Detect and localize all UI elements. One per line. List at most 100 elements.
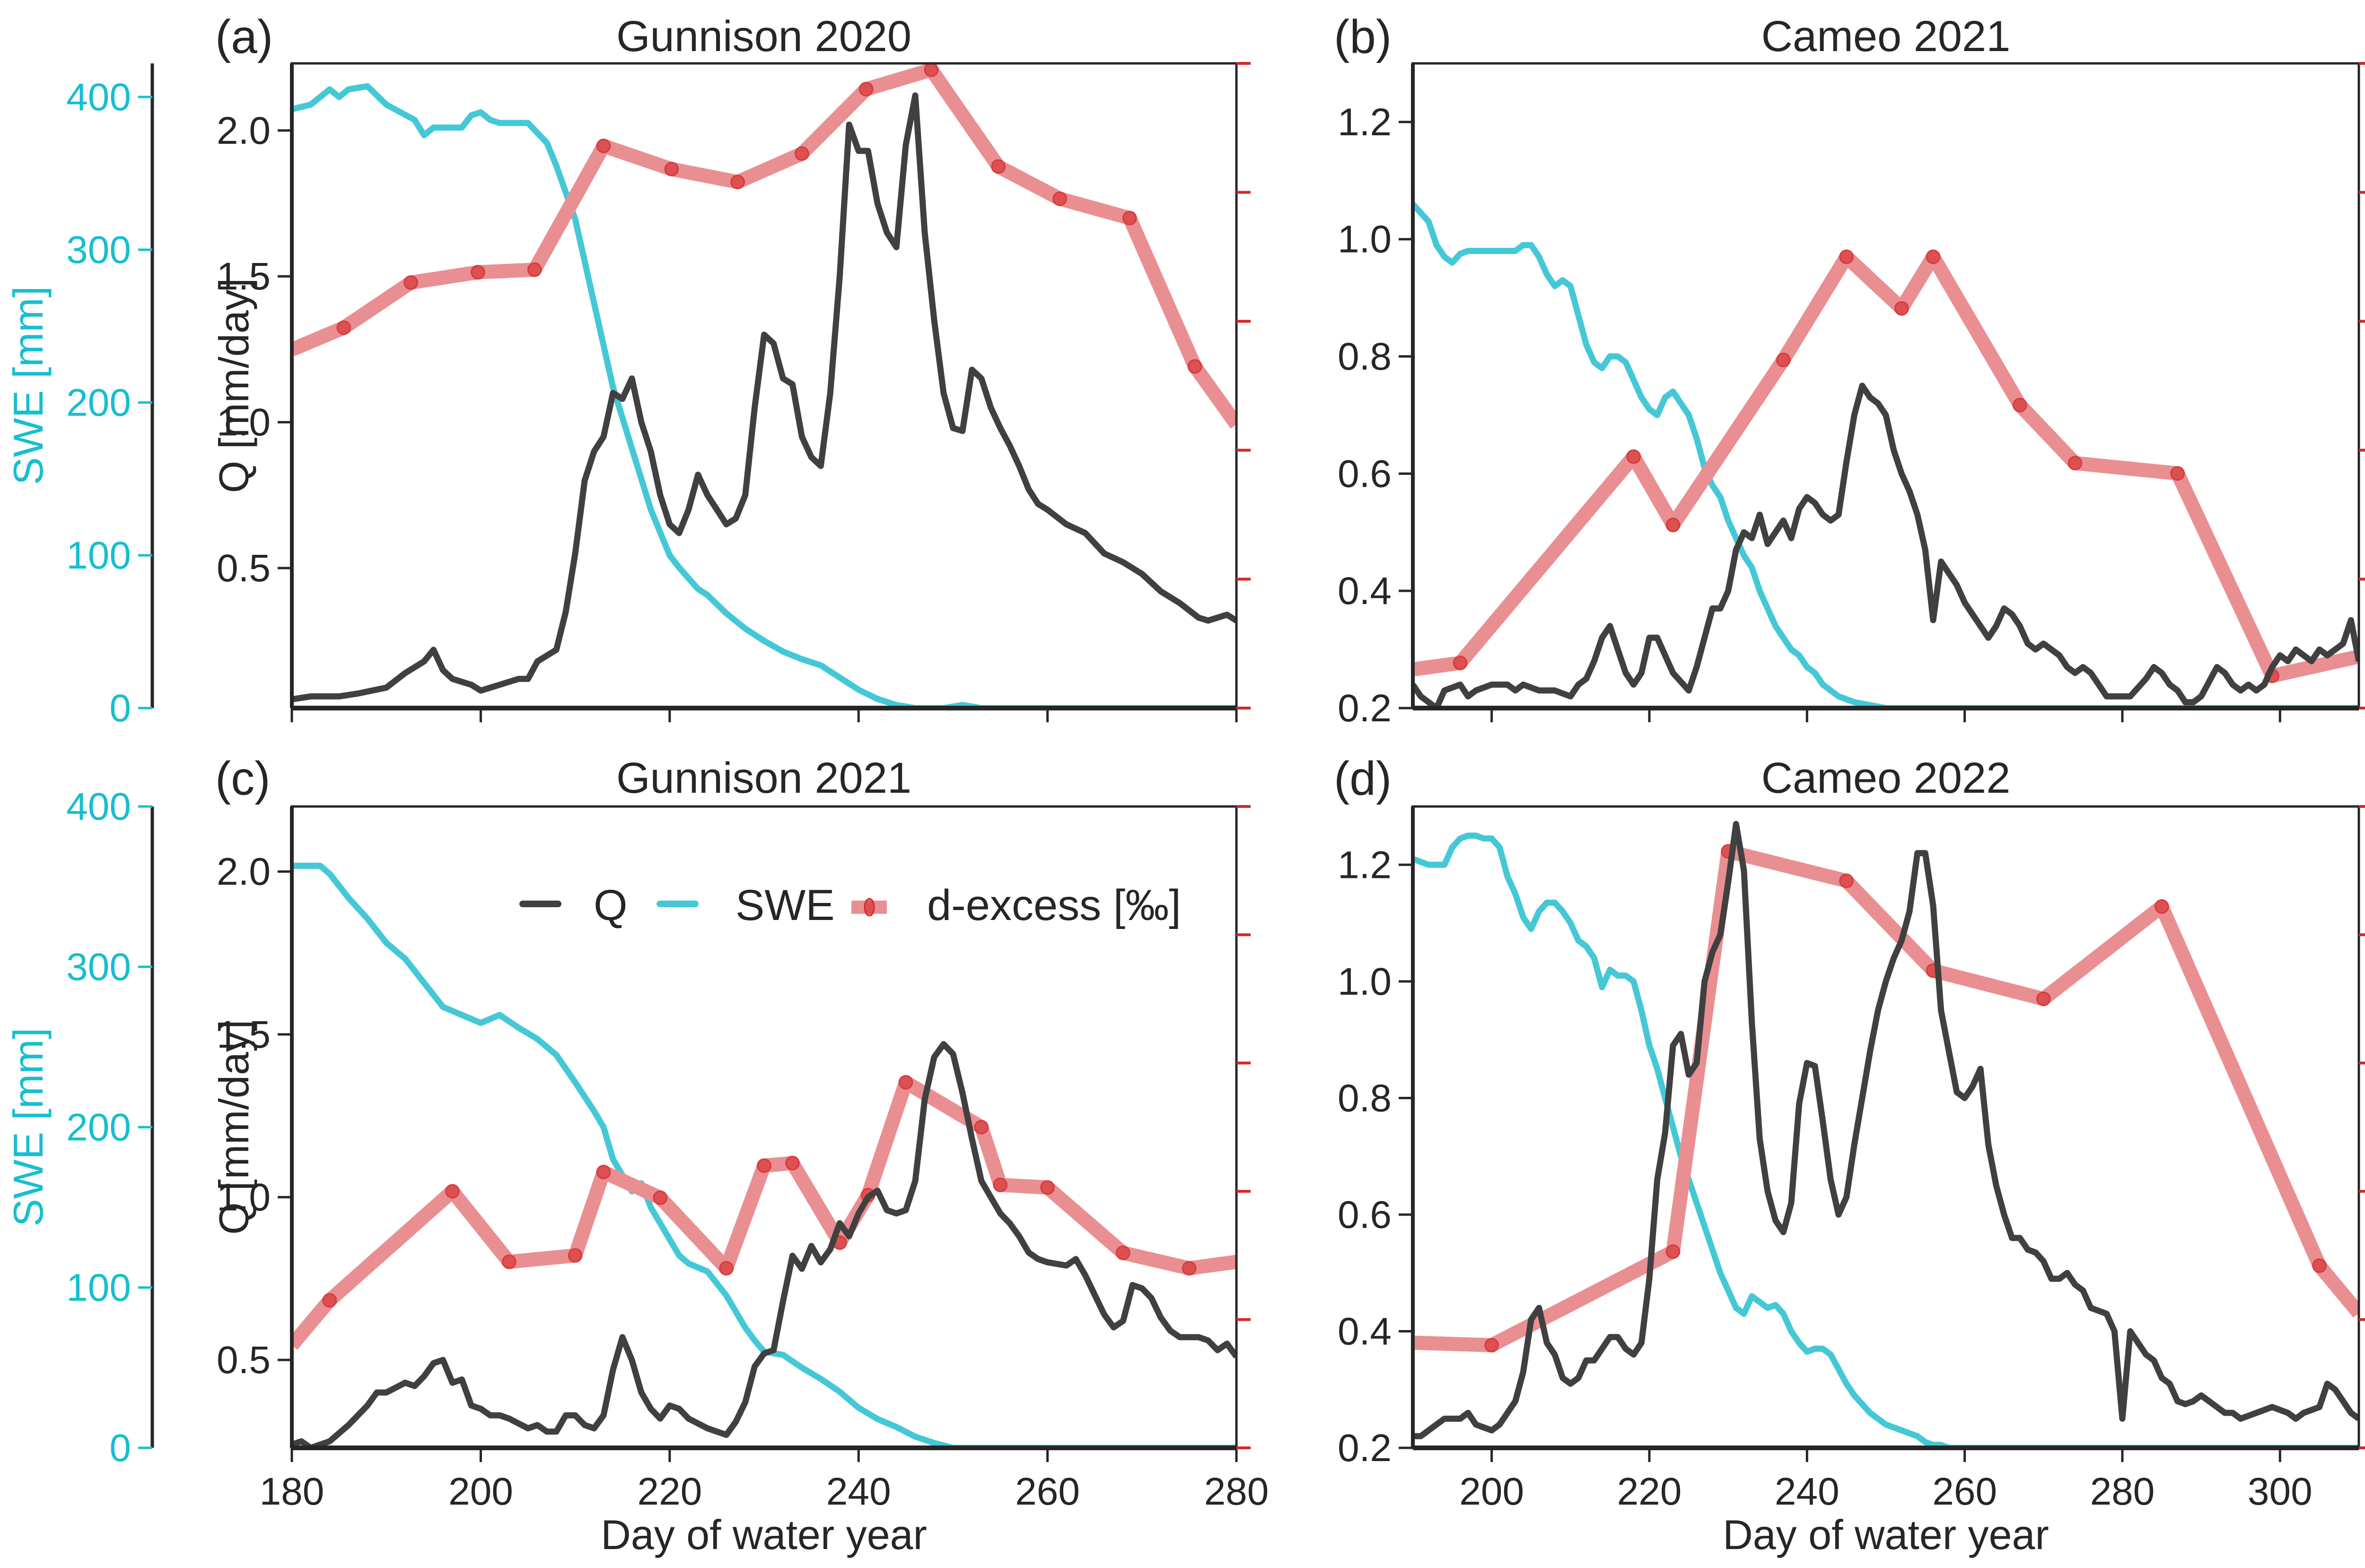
dexcess-marker-c [898,1075,913,1090]
swe-tick-label-a: 400 [66,76,131,119]
dexcess-marker-c [1040,1180,1055,1195]
dexcess-marker-a [730,175,745,190]
plot-area-a: 0.5 1.0 1.5 2.0 0 100 200 300 400 [66,62,1251,730]
dexcess-marker-a [924,62,939,78]
swe-axis-label-c: SWE [mm] [5,1028,52,1226]
dexcess-marker-d [1484,1338,1499,1353]
q-tick-label-a: 0.5 [217,547,271,590]
swe-line-a [292,83,1236,708]
x-tick-label-d: 260 [1932,1470,1997,1513]
q-line-b [1413,383,2359,708]
swe-tick-label-c: 200 [66,1106,131,1149]
swe-tick-label-c: 400 [66,785,131,828]
panel-title-c: Gunnison 2021 [616,754,911,802]
x-tick-label-c: 280 [1204,1470,1269,1513]
dexcess-marker-a [664,162,679,177]
panel-tag-d: (d) [1334,752,1392,805]
q-tick-label-d: 1.2 [1338,843,1392,886]
axes-frame-a [290,62,1238,710]
q-tick-label-d: 0.2 [1338,1427,1392,1470]
plot-area-b: 0.20.40.60.81.01.2789101112 [1338,62,2365,730]
dexcess-marker-d [1839,873,1854,888]
legend-label-swe: SWE [736,881,835,929]
swe-tick-label-c: 300 [66,946,131,989]
q-tick-label-d: 1.0 [1338,960,1392,1003]
q-tick-label-d: 0.4 [1338,1310,1392,1353]
dexcess-marker-c [974,1120,989,1135]
dexcess-line-b [1413,249,2359,683]
x-tick-label-d: 240 [1775,1470,1839,1513]
x-tick-label-d: 300 [2248,1470,2312,1513]
q-tick-label-c: 1.0 [217,1176,271,1219]
dexcess-marker-b [1453,656,1468,671]
q-tick-label-a: 1.5 [217,255,271,298]
dexcess-marker-c [322,1293,337,1308]
legend-label-q: Q [594,881,628,929]
dexcess-marker-d [1665,1244,1681,1259]
q-tick-label-d: 0.6 [1338,1193,1392,1236]
q-tick-label-b: 1.2 [1338,101,1392,144]
legend-label-dexcess: d-excess [‰] [927,881,1181,929]
panel-d: (d) Cameo 2022 d-excess [‰] Day of water… [1334,752,2365,1558]
panel-c: (c) Gunnison 2021 Q [mm/day] SWE [mm] Da… [5,752,1269,1558]
panel-tag-b: (b) [1334,10,1392,63]
q-axis-label-c: Q [mm/day] [210,1020,257,1235]
panel-tag-a: (a) [215,10,273,63]
swe-tick-label-a: 0 [109,687,131,730]
dexcess-marker-a [1187,359,1202,374]
dexcess-marker-a [1122,210,1137,226]
dexcess-line-a [292,62,1236,429]
dexcess-marker-b [1839,249,1854,264]
q-tick-label-c: 2.0 [217,850,271,893]
dexcess-marker-c [1115,1245,1130,1261]
dexcess-marker-b [2012,397,2027,412]
dexcess-marker-a [596,138,611,153]
swe-line-b [1413,202,2359,708]
dexcess-marker-d [2154,899,2169,914]
plot-area-d: 2002202402602803000.20.40.60.81.01.27891… [1338,805,2365,1513]
swe-tick-label-c: 100 [66,1266,131,1309]
dexcess-marker-d [2036,991,2051,1007]
panel-b: (b) Cameo 2021 d-excess [‰] 0.20.40.60.8… [1334,10,2365,730]
panel-title-a: Gunnison 2020 [616,12,911,61]
dexcess-marker-b [1665,517,1681,533]
series-group-b [1413,202,2359,708]
series-group-d [1413,821,2359,1448]
dexcess-line-d [1413,844,2359,1352]
x-tick-label-d: 200 [1459,1470,1524,1513]
dexcess-marker-b [1894,301,1909,316]
legend-marker-dexcess [864,898,875,917]
x-tick-label-c: 180 [260,1470,324,1513]
q-axis-label-a: Q [mm/day] [210,278,257,493]
panel-tag-c: (c) [215,752,271,805]
panel-title-b: Cameo 2021 [1761,12,2011,61]
plot-area-c: 180 200 220 240 260 280 0.5 1.0 1.5 2.0 0 100 200 300… [66,785,1269,1513]
dexcess-marker-b [1626,449,1641,464]
q-tick-label-b: 0.6 [1338,452,1392,495]
swe-tick-label-a: 100 [66,534,131,577]
swe-tick-label-a: 200 [66,381,131,424]
dexcess-marker-a [794,146,809,161]
q-line-a [292,92,1236,702]
x-axis-label-c: Day of water year [601,1511,927,1558]
dexcess-marker-a [470,265,485,280]
x-tick-label-d: 280 [2090,1470,2155,1513]
q-tick-label-b: 0.2 [1338,687,1392,730]
dexcess-marker-a [336,320,351,335]
q-tick-label-a: 2.0 [217,109,271,152]
dexcess-marker-b [2067,456,2083,471]
series-group-a [292,62,1236,708]
dexcess-marker-b [1776,352,1791,368]
dexcess-marker-b [1926,249,1941,264]
dexcess-marker-b [2170,466,2185,481]
legend: Q SWE d-excess [‰] [519,881,1181,929]
dexcess-marker-c [993,1177,1008,1192]
x-tick-label-c: 240 [826,1470,891,1513]
swe-tick-label-a: 300 [66,228,131,272]
dexcess-line-c [292,1075,1236,1350]
q-tick-label-b: 0.4 [1338,569,1392,613]
panel-title-d: Cameo 2022 [1761,754,2011,802]
q-tick-label-b: 0.8 [1338,335,1392,378]
series-group-c [292,862,1236,1448]
x-tick-label-d: 220 [1617,1470,1682,1513]
